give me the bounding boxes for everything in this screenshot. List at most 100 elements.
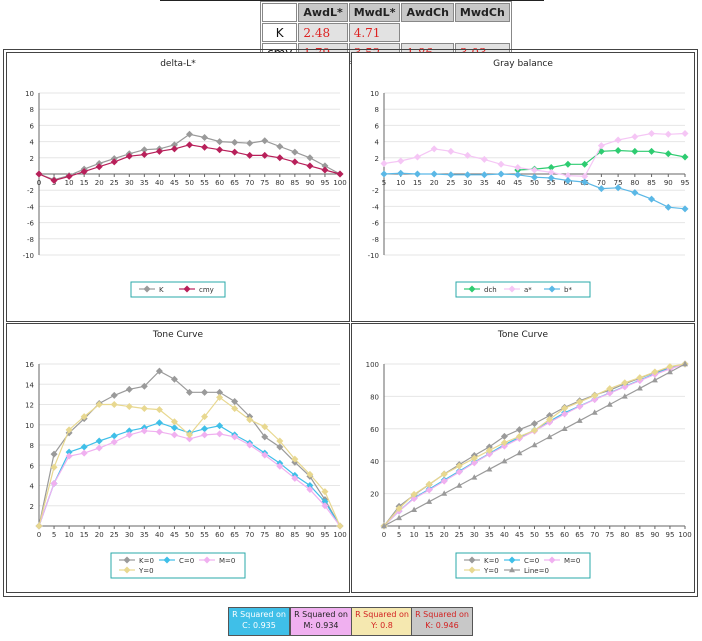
data-point xyxy=(80,168,88,176)
x-tick-label: 55 xyxy=(547,179,556,187)
data-point xyxy=(470,459,478,467)
data-point xyxy=(410,490,418,498)
data-point xyxy=(261,423,269,431)
data-point xyxy=(614,136,622,144)
y-tick-label: 4 xyxy=(375,139,380,147)
legend-swatch-marker xyxy=(203,556,211,564)
x-tick-label: 70 xyxy=(590,531,599,539)
data-point xyxy=(155,428,163,436)
stats-header-cell: MwdCh xyxy=(454,3,510,22)
x-tick-label: 95 xyxy=(320,179,329,187)
data-point xyxy=(447,147,455,155)
x-tick-label: 30 xyxy=(125,531,134,539)
x-tick-label: 55 xyxy=(200,179,209,187)
stats-header-cell: AwdCh xyxy=(401,3,454,22)
legend-swatch-marker xyxy=(508,285,516,293)
x-tick-label: 40 xyxy=(155,531,164,539)
legend-swatch-marker xyxy=(509,566,515,573)
data-point xyxy=(246,151,254,159)
x-tick-label: 65 xyxy=(230,531,239,539)
y-tick-label: 2 xyxy=(375,155,379,163)
y-tick-label: 100 xyxy=(366,361,379,369)
data-point xyxy=(614,147,622,155)
y-tick-label: 6 xyxy=(375,122,380,130)
legend-swatch-marker xyxy=(548,556,556,564)
x-tick-label: 20 xyxy=(430,179,439,187)
data-point xyxy=(576,417,583,423)
x-tick-label: 65 xyxy=(575,531,584,539)
data-point xyxy=(531,441,538,448)
y-tick-label: -6 xyxy=(27,220,35,228)
data-point xyxy=(564,172,572,180)
data-point xyxy=(581,178,589,186)
x-tick-label: 80 xyxy=(275,179,284,187)
data-point xyxy=(471,474,478,480)
data-point xyxy=(170,418,178,426)
data-point xyxy=(155,406,163,414)
tone-curve-chart-left: Tone Curve 2 4 6 8 10 12 14 16 0 5 10 15 20 25 30 35 40 45… xyxy=(25,330,347,579)
series-M=0 xyxy=(35,427,344,530)
data-point xyxy=(515,432,523,440)
y-tick-label: -10 xyxy=(368,252,379,260)
data-point xyxy=(140,427,148,435)
data-point xyxy=(336,170,344,178)
data-point xyxy=(664,150,672,158)
data-point xyxy=(631,189,639,197)
x-tick-label: 40 xyxy=(497,179,506,187)
data-point xyxy=(497,160,505,168)
x-tick-label: 45 xyxy=(170,179,179,187)
y-tick-label: 10 xyxy=(370,90,379,98)
legend-label: a* xyxy=(524,286,532,294)
data-point xyxy=(636,385,643,391)
x-tick-label: 70 xyxy=(597,179,606,187)
chart-title: Gray balance xyxy=(493,59,553,69)
legend-box xyxy=(455,552,591,579)
legend-label: cmy xyxy=(199,286,214,294)
stats-row-label: K xyxy=(262,23,298,42)
x-tick-label: 15 xyxy=(425,531,434,539)
data-point xyxy=(216,146,224,154)
data-point xyxy=(581,172,589,180)
data-point xyxy=(597,142,605,150)
legend-label: K=0 xyxy=(484,557,499,565)
data-point xyxy=(261,451,269,459)
data-point xyxy=(80,449,88,457)
data-point xyxy=(65,426,73,434)
x-tick-label: 35 xyxy=(140,531,149,539)
data-point xyxy=(170,375,178,383)
data-point xyxy=(621,379,629,387)
data-point xyxy=(648,130,656,137)
data-point xyxy=(186,141,193,149)
x-tick-label: 25 xyxy=(455,531,464,539)
data-point xyxy=(456,482,463,488)
y-tick-label: 20 xyxy=(370,491,379,499)
legend-swatch-marker xyxy=(183,285,191,293)
y-tick-label: -10 xyxy=(23,252,34,260)
charts-frame xyxy=(3,49,698,597)
stats-header-cell: MwdL* xyxy=(348,3,401,22)
data-point xyxy=(246,441,254,449)
x-tick-label: 55 xyxy=(545,531,554,539)
data-point xyxy=(170,145,178,153)
data-point xyxy=(621,393,628,399)
series-a* xyxy=(380,130,689,180)
legend-label: Y=0 xyxy=(483,567,499,575)
data-point xyxy=(464,151,472,159)
data-point xyxy=(50,176,58,184)
x-tick-label: 0 xyxy=(37,531,41,539)
data-point xyxy=(291,455,299,463)
data-point xyxy=(246,139,254,147)
data-point xyxy=(564,160,572,168)
data-point xyxy=(664,130,672,138)
data-point xyxy=(50,463,58,471)
data-point xyxy=(95,401,103,408)
data-point xyxy=(170,424,178,432)
x-tick-label: 45 xyxy=(515,531,524,539)
y-tick-label: 2 xyxy=(30,503,34,511)
x-tick-label: 25 xyxy=(110,179,119,187)
series-cmy xyxy=(35,141,344,184)
data-point xyxy=(216,388,224,396)
data-point xyxy=(426,498,433,504)
data-point xyxy=(515,426,523,434)
data-point xyxy=(261,137,269,145)
